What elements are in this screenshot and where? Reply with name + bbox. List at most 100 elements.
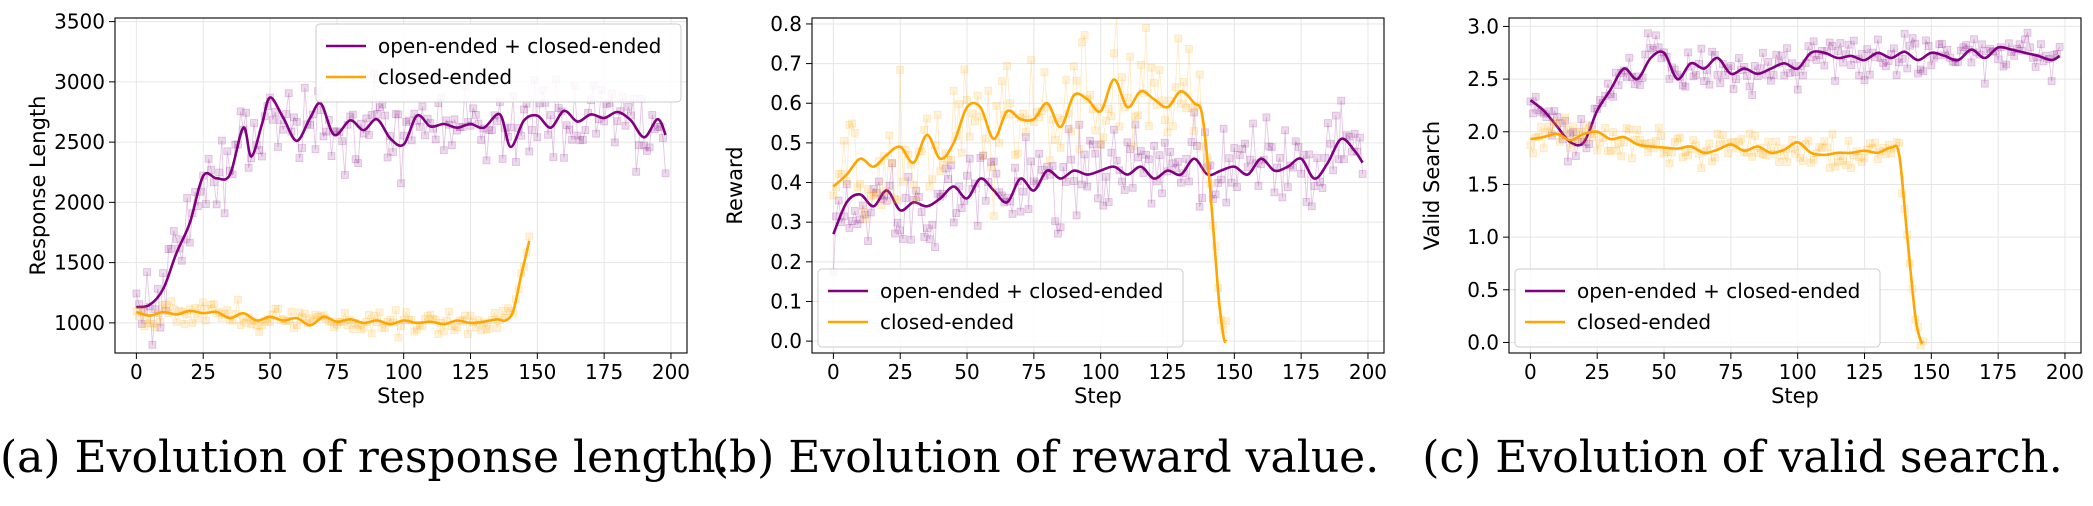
- series-line-0: [832, 137, 1364, 235]
- raw-point: [1705, 80, 1714, 89]
- raw-point: [1329, 166, 1338, 175]
- raw-point: [1182, 154, 1191, 163]
- raw-point: [1027, 157, 1036, 166]
- raw-point: [1745, 82, 1754, 91]
- raw-point: [151, 323, 160, 332]
- raw-point: [1916, 65, 1925, 74]
- raw-point: [613, 117, 622, 126]
- raw-point: [1820, 61, 1829, 70]
- raw-point: [1748, 152, 1757, 161]
- raw-point: [1270, 188, 1279, 197]
- raw-point: [1003, 62, 1012, 70]
- raw-point: [1601, 124, 1610, 132]
- raw-point: [463, 329, 472, 338]
- raw-point: [1660, 149, 1668, 158]
- raw-point: [1670, 137, 1679, 146]
- plot-area: [132, 69, 670, 349]
- raw-point: [635, 141, 643, 150]
- raw-point: [394, 333, 403, 342]
- grid: [1509, 18, 2081, 353]
- raw-point: [853, 220, 862, 229]
- raw-point: [1938, 40, 1946, 48]
- raw-point: [933, 110, 942, 119]
- x-tick-label: 0: [130, 360, 143, 384]
- raw-point: [1078, 38, 1086, 47]
- raw-point: [1611, 146, 1620, 155]
- raw-point: [1911, 39, 1920, 48]
- raw-point: [180, 319, 189, 328]
- raw-point: [204, 154, 213, 163]
- raw-point: [164, 245, 173, 254]
- raw-series-0: [829, 96, 1367, 277]
- raw-point: [431, 135, 440, 144]
- raw-point: [169, 305, 178, 313]
- raw-point: [928, 175, 937, 184]
- raw-point: [877, 201, 886, 210]
- raw-point: [834, 169, 843, 178]
- raw-point: [1334, 155, 1343, 164]
- raw-point: [1657, 132, 1666, 141]
- raw-point: [1721, 71, 1730, 79]
- raw-point: [1021, 133, 1030, 142]
- raw-point: [861, 214, 870, 223]
- raw-point: [1857, 50, 1866, 58]
- raw-point: [1828, 42, 1837, 50]
- raw-point: [1595, 138, 1604, 147]
- raw-point: [925, 182, 934, 191]
- raw-point: [621, 121, 630, 130]
- raw-point: [1756, 64, 1765, 73]
- raw-point: [1614, 81, 1623, 90]
- raw-point: [1708, 157, 1717, 166]
- raw-point: [1553, 119, 1562, 128]
- legend-box: [315, 23, 682, 103]
- raw-point: [1128, 183, 1137, 192]
- raw-point: [963, 171, 971, 180]
- raw-point: [864, 185, 873, 194]
- raw-point: [413, 325, 421, 334]
- raw-point: [1644, 29, 1652, 38]
- raw-point: [1750, 131, 1759, 140]
- raw-point: [928, 220, 937, 229]
- raw-point: [562, 121, 571, 130]
- raw-point: [1187, 104, 1196, 112]
- raw-point: [1262, 113, 1271, 122]
- y-tick-label: 1.5: [1467, 172, 1499, 196]
- raw-point: [1142, 23, 1151, 32]
- raw-point: [1051, 217, 1060, 226]
- raw-point: [610, 138, 619, 147]
- raw-point: [1665, 75, 1674, 83]
- raw-point: [1943, 45, 1952, 54]
- raw-point: [2010, 51, 2019, 60]
- raw-point: [1783, 158, 1791, 167]
- raw-point: [1857, 158, 1866, 167]
- raw-point: [405, 116, 413, 125]
- raw-point: [1281, 126, 1289, 135]
- raw-point: [1895, 138, 1904, 147]
- raw-point: [1324, 119, 1332, 127]
- raw-point: [1873, 35, 1882, 44]
- raw-point: [1689, 136, 1698, 145]
- raw-point: [498, 154, 507, 163]
- raw-point: [1102, 172, 1110, 181]
- raw-point: [920, 233, 929, 241]
- raw-point: [1198, 194, 1207, 203]
- x-axis: 0 25 50 75 100 125 150 175 200: [1524, 353, 2084, 384]
- raw-point: [1956, 46, 1965, 55]
- raw-point: [1112, 156, 1121, 165]
- raw-point: [1187, 138, 1196, 147]
- raw-point: [1935, 40, 1944, 49]
- raw-point: [1222, 317, 1231, 326]
- series-line-1: [136, 240, 531, 327]
- raw-point: [936, 167, 945, 176]
- raw-point: [1131, 120, 1140, 129]
- raw-point: [1579, 136, 1588, 145]
- raw-point: [367, 111, 376, 119]
- raw-point: [364, 130, 373, 139]
- raw-point: [1812, 56, 1821, 64]
- raw-point: [1021, 128, 1030, 137]
- raw-point: [1249, 119, 1257, 128]
- raw-point: [271, 304, 280, 313]
- raw-point: [866, 208, 875, 217]
- raw-point: [1633, 125, 1642, 134]
- raw-point: [255, 328, 264, 336]
